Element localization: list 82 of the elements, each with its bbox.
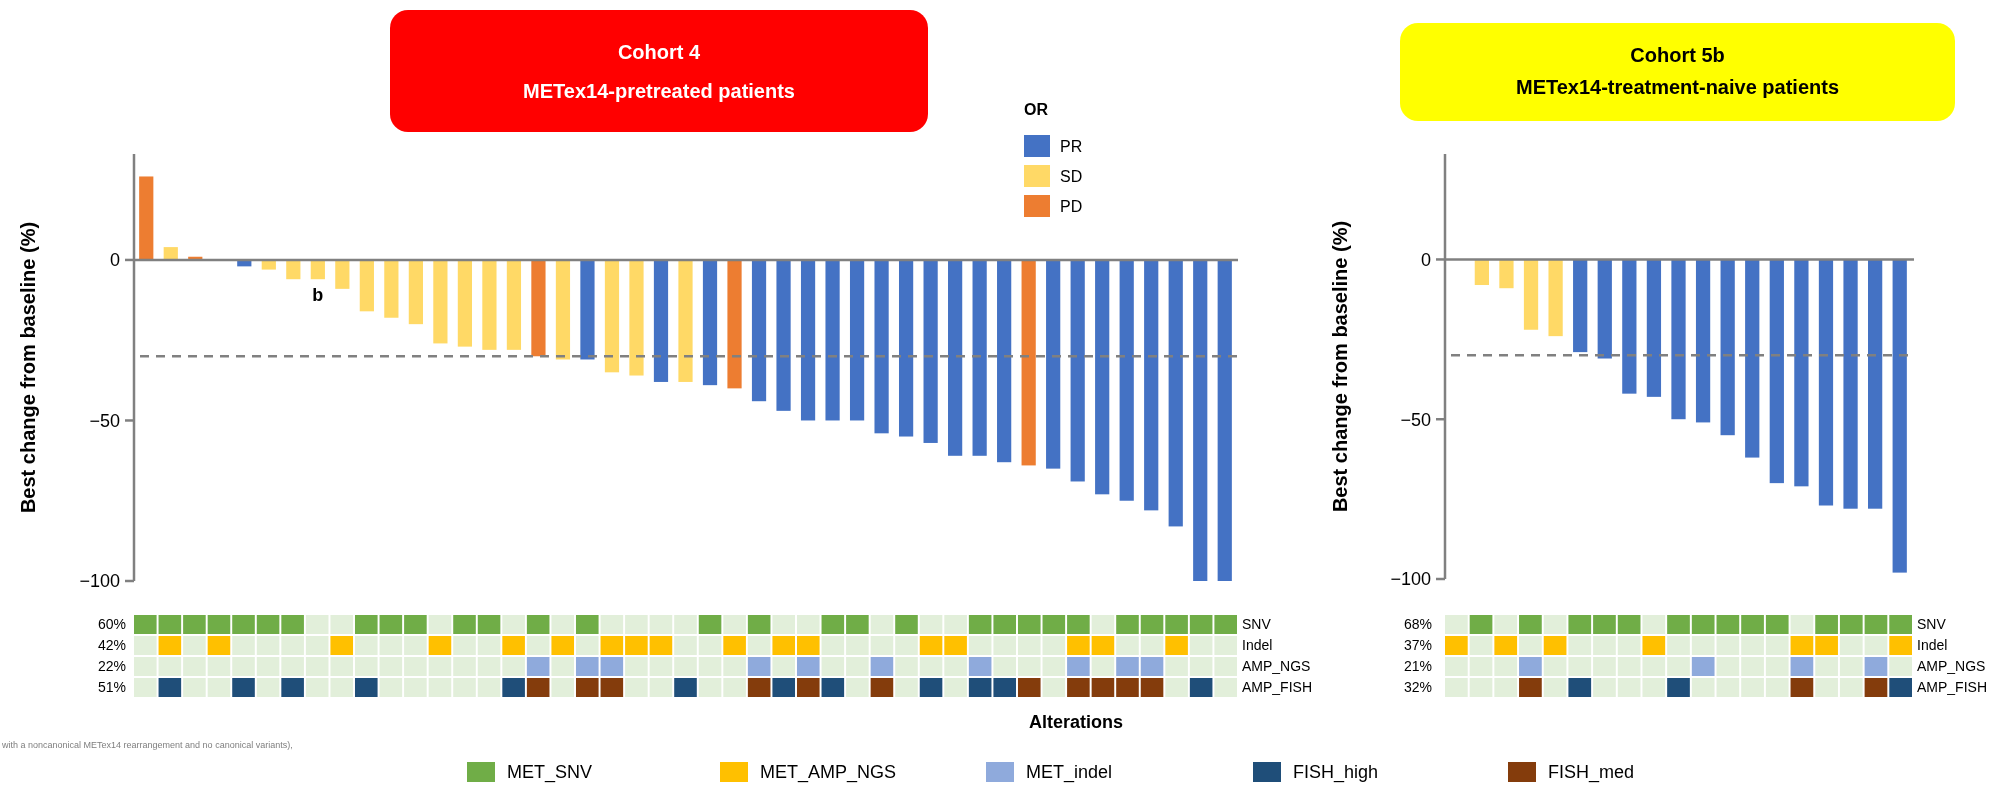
bar <box>384 259 399 318</box>
bar <box>531 259 546 357</box>
bar <box>1021 259 1036 466</box>
legend-label: PD <box>1060 197 1083 215</box>
y-axis-title: Best change from baseline (%) <box>17 221 39 514</box>
chart-title: Cohort 4 <box>617 40 701 63</box>
bar <box>1217 259 1232 581</box>
bar <box>1144 259 1159 511</box>
bar <box>702 259 718 386</box>
legend-title: Alterations <box>1028 712 1124 732</box>
y2-axis-title: AMP_FISH <box>1917 679 1988 696</box>
bar <box>948 259 963 456</box>
bar <box>261 259 276 270</box>
y-tick-label: 0 <box>109 250 120 271</box>
y-axis-title: Best change from baseline (%) <box>1329 220 1351 513</box>
bar <box>580 259 595 360</box>
y-axis-title: 68% <box>1403 616 1432 633</box>
legend-title: OR <box>1024 101 1049 118</box>
bar <box>139 176 154 260</box>
y-axis-title: 37% <box>1403 637 1432 654</box>
legend-label: MET_AMP_NGS <box>760 762 897 784</box>
bar <box>1046 259 1061 469</box>
data-label: b <box>312 285 324 306</box>
y-axis-title: 60% <box>97 616 126 633</box>
bar <box>923 259 938 443</box>
bar <box>310 259 325 280</box>
y2-axis-title: SNV <box>1242 616 1272 633</box>
bar <box>1193 259 1208 581</box>
bar <box>972 259 987 456</box>
bar <box>800 259 816 421</box>
y-tick-label: −100 <box>79 571 120 592</box>
bar <box>776 259 791 411</box>
bar <box>555 259 571 360</box>
bar <box>874 259 889 434</box>
bar <box>163 247 178 260</box>
bar <box>1070 259 1085 482</box>
bar <box>335 259 350 289</box>
bar <box>678 259 693 382</box>
legend-label: MET_SNV <box>507 762 593 784</box>
bar <box>751 259 767 402</box>
bar <box>997 259 1012 463</box>
legend-label: PR <box>1060 137 1083 155</box>
y-tick-label: −50 <box>89 410 120 431</box>
bar <box>604 259 620 373</box>
bar <box>898 259 914 437</box>
y-axis-title: 32% <box>1403 679 1432 696</box>
y-axis-title: 51% <box>97 679 126 696</box>
bar <box>506 259 522 350</box>
legend-label: SD <box>1060 167 1083 185</box>
y-axis-title: 42% <box>97 637 126 654</box>
bar <box>1095 259 1110 495</box>
y-axis-title: 21% <box>1403 658 1432 675</box>
legend-label: FISH_med <box>1548 762 1635 784</box>
text: with a noncanonical METex14 rearrangement and no canonical variants), <box>1 740 293 750</box>
bar <box>482 259 497 350</box>
y2-axis-title: Indel <box>1917 637 1948 654</box>
bar <box>1119 259 1134 501</box>
legend-label: MET_indel <box>1026 762 1113 784</box>
chart-subtitle: METex14-treatment-naive patients <box>1515 75 1840 98</box>
bar <box>653 259 669 382</box>
y-tick-label: −100 <box>1390 569 1431 590</box>
bar <box>408 259 423 325</box>
y-tick-label: 0 <box>1420 249 1431 270</box>
y2-axis-title: AMP_NGS <box>1242 658 1311 675</box>
y2-axis-title: AMP_NGS <box>1917 658 1986 675</box>
bar <box>433 259 448 344</box>
bar <box>825 259 840 421</box>
legend-label: FISH_high <box>1293 762 1379 784</box>
bar <box>629 259 644 376</box>
bar <box>286 259 301 280</box>
chart-subtitle: METex14-pretreated patients <box>523 79 795 102</box>
y2-axis-title: SNV <box>1917 616 1947 633</box>
y2-axis-title: AMP_FISH <box>1242 679 1313 696</box>
y2-axis-title: Indel <box>1242 637 1273 654</box>
bar <box>727 259 742 389</box>
bar <box>849 259 865 421</box>
bar <box>1168 259 1183 527</box>
y-axis-title: 22% <box>97 658 126 675</box>
y-tick-label: −50 <box>1400 409 1431 430</box>
bar <box>457 259 473 347</box>
bar <box>359 259 374 312</box>
chart-title: Cohort 5b <box>1630 44 1725 67</box>
